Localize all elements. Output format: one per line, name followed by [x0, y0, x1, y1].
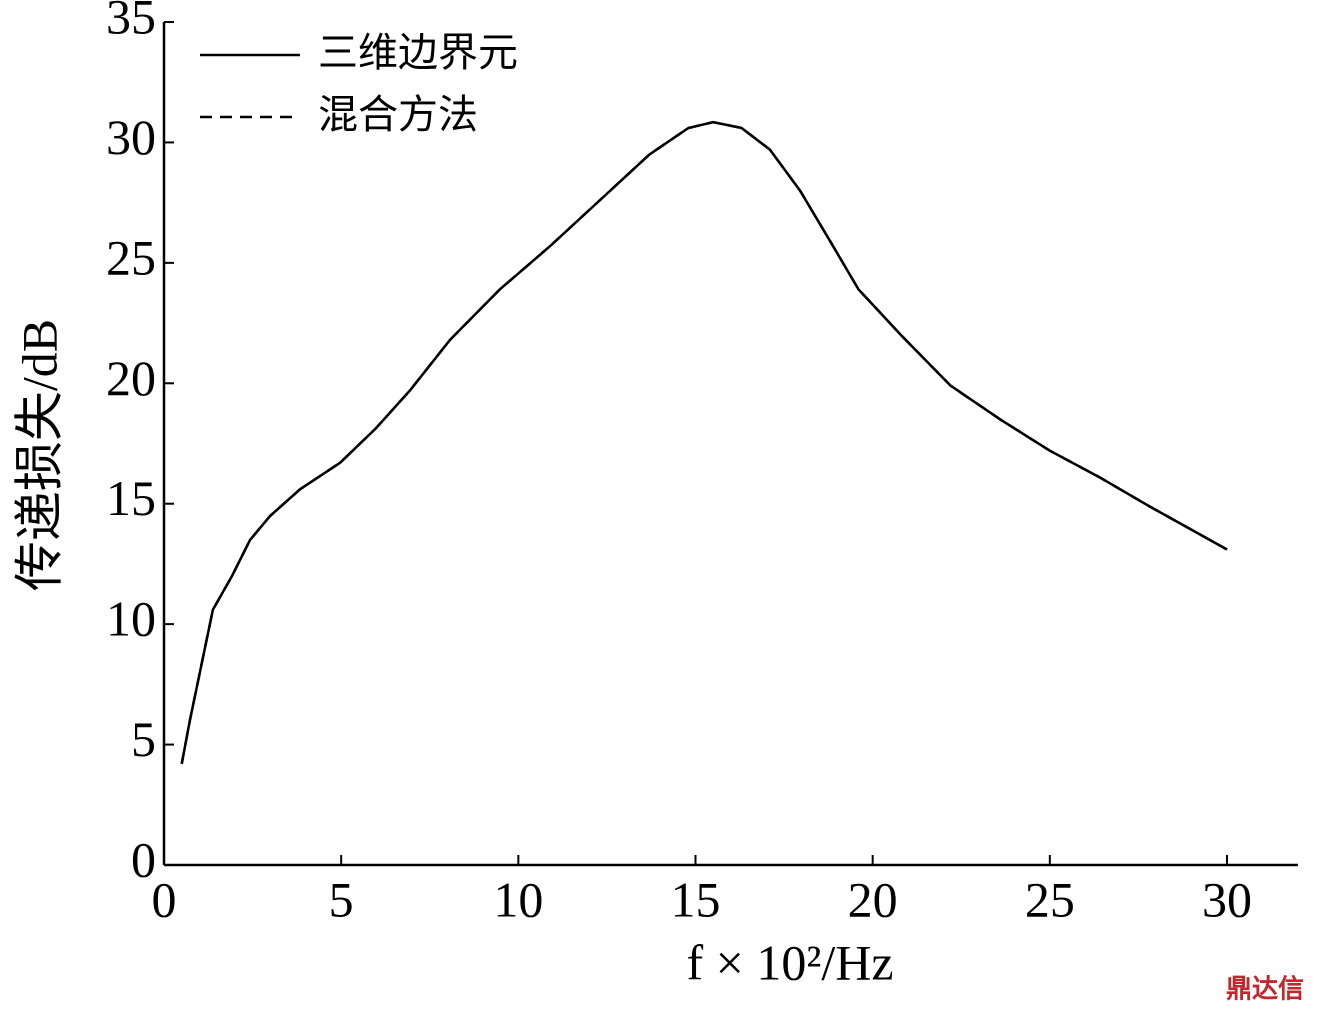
line-series — [180, 120, 1228, 765]
x-tick-label: 25 — [1025, 871, 1075, 927]
y-tick-label: 20 — [106, 350, 156, 406]
y-tick-label: 15 — [106, 470, 156, 526]
y-tick-label: 10 — [106, 591, 156, 647]
y-axis-label: 传递损失/dB — [11, 319, 67, 591]
y-tick-label: 5 — [131, 711, 156, 767]
line-series — [180, 120, 1228, 765]
y-tick-label: 30 — [106, 109, 156, 165]
x-tick-label: 15 — [671, 871, 721, 927]
watermark: 鼎达信 — [1226, 975, 1304, 1005]
x-tick-label: 5 — [329, 871, 354, 927]
y-tick-label: 25 — [106, 229, 156, 285]
x-tick-label: 30 — [1202, 871, 1252, 927]
legend-label: 混合方法 — [318, 92, 478, 138]
legend-label: 三维边界元 — [318, 30, 518, 76]
x-tick-label: 10 — [493, 871, 543, 927]
x-tick-label: 0 — [152, 871, 177, 927]
x-tick-label: 20 — [848, 871, 898, 927]
x-axis-label: f × 10²/Hz — [686, 934, 893, 990]
y-tick-label: 35 — [106, 0, 156, 44]
y-tick-label: 0 — [131, 831, 156, 887]
